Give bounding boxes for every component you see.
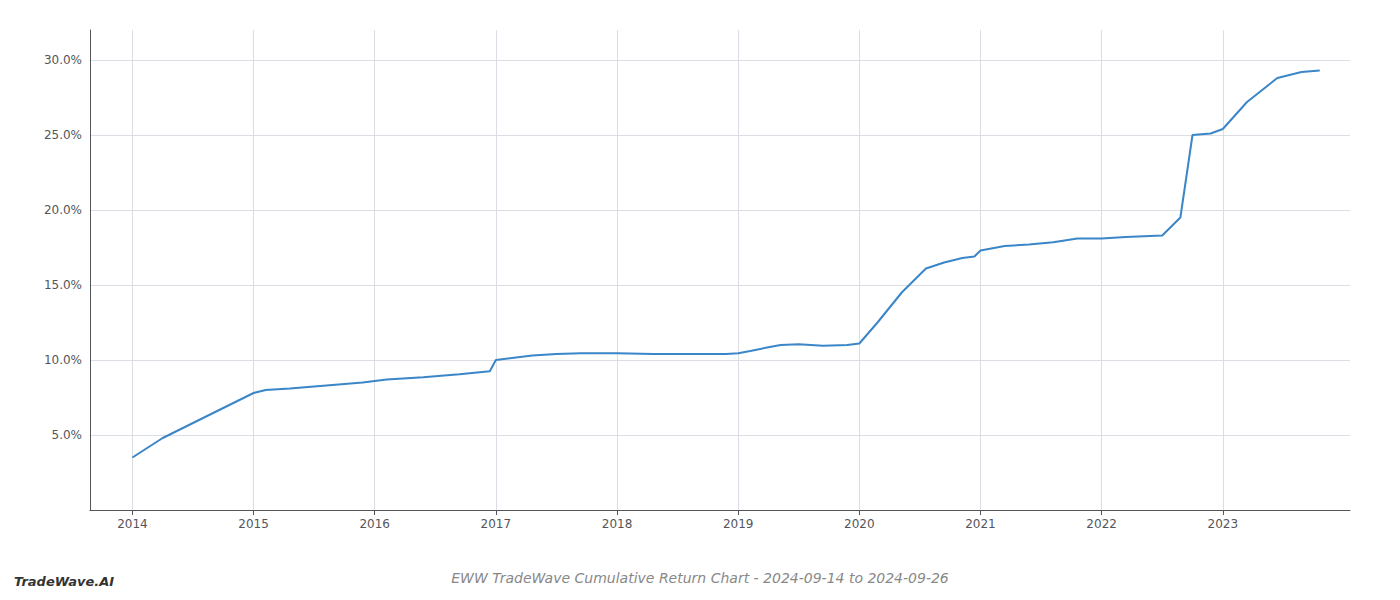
- svg-text:2016: 2016: [359, 517, 390, 531]
- svg-text:2015: 2015: [238, 517, 269, 531]
- svg-text:2019: 2019: [723, 517, 754, 531]
- svg-text:2020: 2020: [844, 517, 875, 531]
- svg-text:30.0%: 30.0%: [44, 53, 82, 67]
- svg-text:15.0%: 15.0%: [44, 278, 82, 292]
- svg-text:TradeWave.AI: TradeWave.AI: [14, 574, 114, 589]
- svg-text:25.0%: 25.0%: [44, 128, 82, 142]
- svg-text:20.0%: 20.0%: [44, 203, 82, 217]
- svg-text:10.0%: 10.0%: [44, 353, 82, 367]
- svg-text:5.0%: 5.0%: [52, 428, 83, 442]
- svg-text:2014: 2014: [117, 517, 148, 531]
- svg-text:EWW TradeWave Cumulative Retur: EWW TradeWave Cumulative Return Chart - …: [451, 570, 949, 586]
- svg-text:2021: 2021: [965, 517, 996, 531]
- svg-text:2018: 2018: [602, 517, 633, 531]
- svg-text:2022: 2022: [1086, 517, 1117, 531]
- svg-text:2023: 2023: [1208, 517, 1239, 531]
- svg-text:2017: 2017: [481, 517, 512, 531]
